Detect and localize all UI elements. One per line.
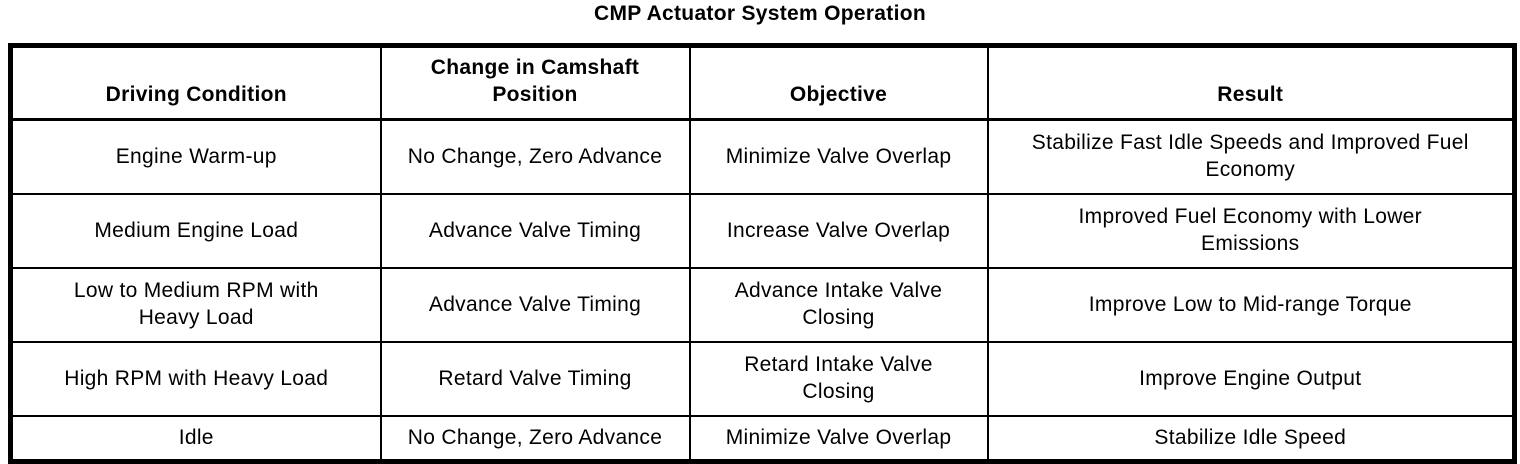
table-cell: No Change, Zero Advance [379, 118, 691, 195]
table-row: Low to Medium RPM with Heavy Load Advanc… [9, 267, 1516, 343]
column-header-driving-condition: Driving Condition [9, 44, 382, 121]
table-row: Engine Warm-up No Change, Zero Advance M… [9, 118, 1516, 195]
table-cell: No Change, Zero Advance [379, 415, 691, 463]
table-row: High RPM with Heavy Load Retard Valve Ti… [9, 341, 1516, 417]
table-row: Medium Engine Load Advance Valve Timing … [9, 193, 1516, 269]
table-cell: Increase Valve Overlap [688, 193, 989, 269]
table-cell: Stabilize Idle Speed [986, 415, 1516, 463]
column-header-objective: Objective [688, 44, 989, 121]
cmp-actuator-operation-table: Driving Condition Change in Camshaft Pos… [8, 43, 1517, 464]
table-cell: Advance Valve Timing [379, 193, 691, 269]
header-row: Driving Condition Change in Camshaft Pos… [9, 44, 1516, 121]
table-cell: Idle [9, 415, 382, 463]
table-title: CMP Actuator System Operation [594, 2, 926, 25]
table-cell: Retard Intake Valve Closing [688, 341, 989, 417]
table-cell: Medium Engine Load [9, 193, 382, 269]
table-cell: High RPM with Heavy Load [9, 341, 382, 417]
table-cell: Minimize Valve Overlap [688, 415, 989, 463]
table-cell: Improve Low to Mid-range Torque [986, 267, 1516, 343]
table-cell: Stabilize Fast Idle Speeds and Improved … [986, 118, 1516, 195]
table-cell: Retard Valve Timing [379, 341, 691, 417]
table-cell: Improve Engine Output [986, 341, 1516, 417]
table-cell: Advance Valve Timing [379, 267, 691, 343]
table-cell: Improved Fuel Economy with Lower Emissio… [986, 193, 1516, 269]
table-cell: Advance Intake Valve Closing [688, 267, 989, 343]
table-cell: Low to Medium RPM with Heavy Load [9, 267, 382, 343]
table-row: Idle No Change, Zero Advance Minimize Va… [9, 415, 1516, 463]
column-header-result: Result [986, 44, 1516, 121]
column-header-camshaft-position: Change in Camshaft Position [379, 44, 691, 121]
table-cell: Minimize Valve Overlap [688, 118, 989, 195]
table-cell: Engine Warm-up [9, 118, 382, 195]
